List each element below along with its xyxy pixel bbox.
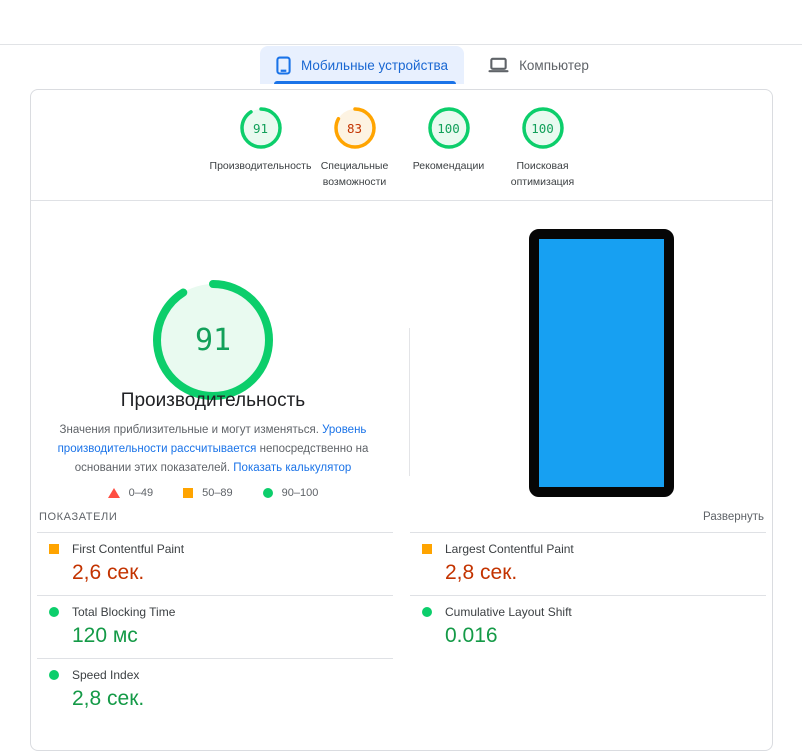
gauge-label: Производительность [209,160,312,172]
average-square-icon [49,544,59,554]
metrics-grid: First Contentful Paint 2,6 сек. Largest … [37,532,766,721]
performance-description: Значения приблизительные и могут изменят… [53,421,373,478]
legend-item-pass: 90–100 [262,487,319,499]
fail-triangle-icon [107,488,120,498]
metrics-section: ПОКАЗАТЕЛИ Развернуть First Contentful P… [37,511,766,721]
legend-range: 90–100 [281,487,319,499]
performance-title: Производительность [120,390,306,411]
metrics-section-title: ПОКАЗАТЕЛИ [39,511,118,523]
pass-circle-icon [49,670,59,680]
gauge-best-practices[interactable]: 100 Рекомендации [402,106,496,191]
metric-name: Total Blocking Time [72,605,176,619]
active-tab-indicator [274,80,457,84]
gauge-circle: 100 [427,106,471,150]
gauge-score: 91 [252,120,269,136]
legend-range: 50–89 [202,487,233,499]
metric-value: 0.016 [445,624,498,647]
mobile-phone-icon [276,56,291,75]
metric-speed-index: Speed Index 2,8 сек. [37,658,393,721]
metric-name: Speed Index [72,668,140,682]
metric-cumulative-layout-shift: Cumulative Layout Shift 0.016 [410,595,766,658]
gauge-circle: 100 [521,106,565,150]
pass-circle-icon [422,607,432,617]
tab-desktop[interactable]: Компьютер [472,46,605,84]
gauge-circle: 83 [333,106,377,150]
score-legend: 0–49 50–89 90–100 [31,487,395,499]
report-card: 91 Производительность 83 Специальные воз… [30,89,773,751]
pass-circle-icon [262,488,273,498]
performance-score-value: 91 [194,322,232,358]
description-text: Значения приблизительные и могут изменят… [59,424,323,436]
gauge-performance[interactable]: 91 Производительность [210,106,311,191]
tab-desktop-label: Компьютер [519,57,589,73]
gauge-accessibility[interactable]: 83 Специальные возможности [308,106,402,191]
page-screenshot-thumbnail[interactable] [529,229,674,497]
metric-largest-contentful-paint: Largest Contentful Paint 2,8 сек. [410,532,766,595]
metrics-header: ПОКАЗАТЕЛИ Развернуть [37,511,766,523]
average-square-icon [183,488,194,498]
header-divider [0,44,802,45]
tab-mobile[interactable]: Мобильные устройства [260,46,465,84]
gauge-label: Поисковая оптимизация [510,160,575,188]
metric-first-contentful-paint: First Contentful Paint 2,6 сек. [37,532,393,595]
gauge-score: 100 [437,120,460,136]
gauge-label: Рекомендации [412,160,485,172]
metric-value: 2,8 сек. [72,687,145,710]
legend-item-fail: 0–49 [107,487,154,499]
gauge-seo[interactable]: 100 Поисковая оптимизация [496,106,590,191]
average-square-icon [422,544,432,554]
show-calculator-link[interactable]: Показать калькулятор [233,461,352,474]
metric-value: 2,8 сек. [445,561,518,584]
gauge-label: Специальные возможности [320,160,389,188]
description-text: непосредственно на основании этих показа… [74,442,369,474]
device-tabs: Мобильные устройства Компьютер [260,46,605,84]
metric-value: 2,6 сек. [72,561,145,584]
gauge-score: 83 [346,120,363,136]
gauge-score: 100 [531,120,554,136]
legend-item-average: 50–89 [183,487,233,499]
metric-name: Largest Contentful Paint [445,542,574,556]
vertical-divider [409,328,410,476]
category-gauges-row: 91 Производительность 83 Специальные воз… [31,106,772,191]
pass-circle-icon [49,607,59,617]
section-divider [31,200,772,201]
metric-total-blocking-time: Total Blocking Time 120 мс [37,595,393,658]
metric-name: First Contentful Paint [72,542,185,556]
legend-range: 0–49 [128,487,154,499]
metric-value: 120 мс [72,624,138,647]
tab-mobile-label: Мобильные устройства [301,57,449,73]
gauge-circle: 91 [239,106,283,150]
calculation-link[interactable]: Уровень производительности рассчитываетс… [57,424,367,455]
laptop-icon [488,57,509,73]
performance-score-gauge: 91 [149,276,277,404]
expand-button[interactable]: Развернуть [703,511,764,523]
metric-name: Cumulative Layout Shift [445,605,572,619]
